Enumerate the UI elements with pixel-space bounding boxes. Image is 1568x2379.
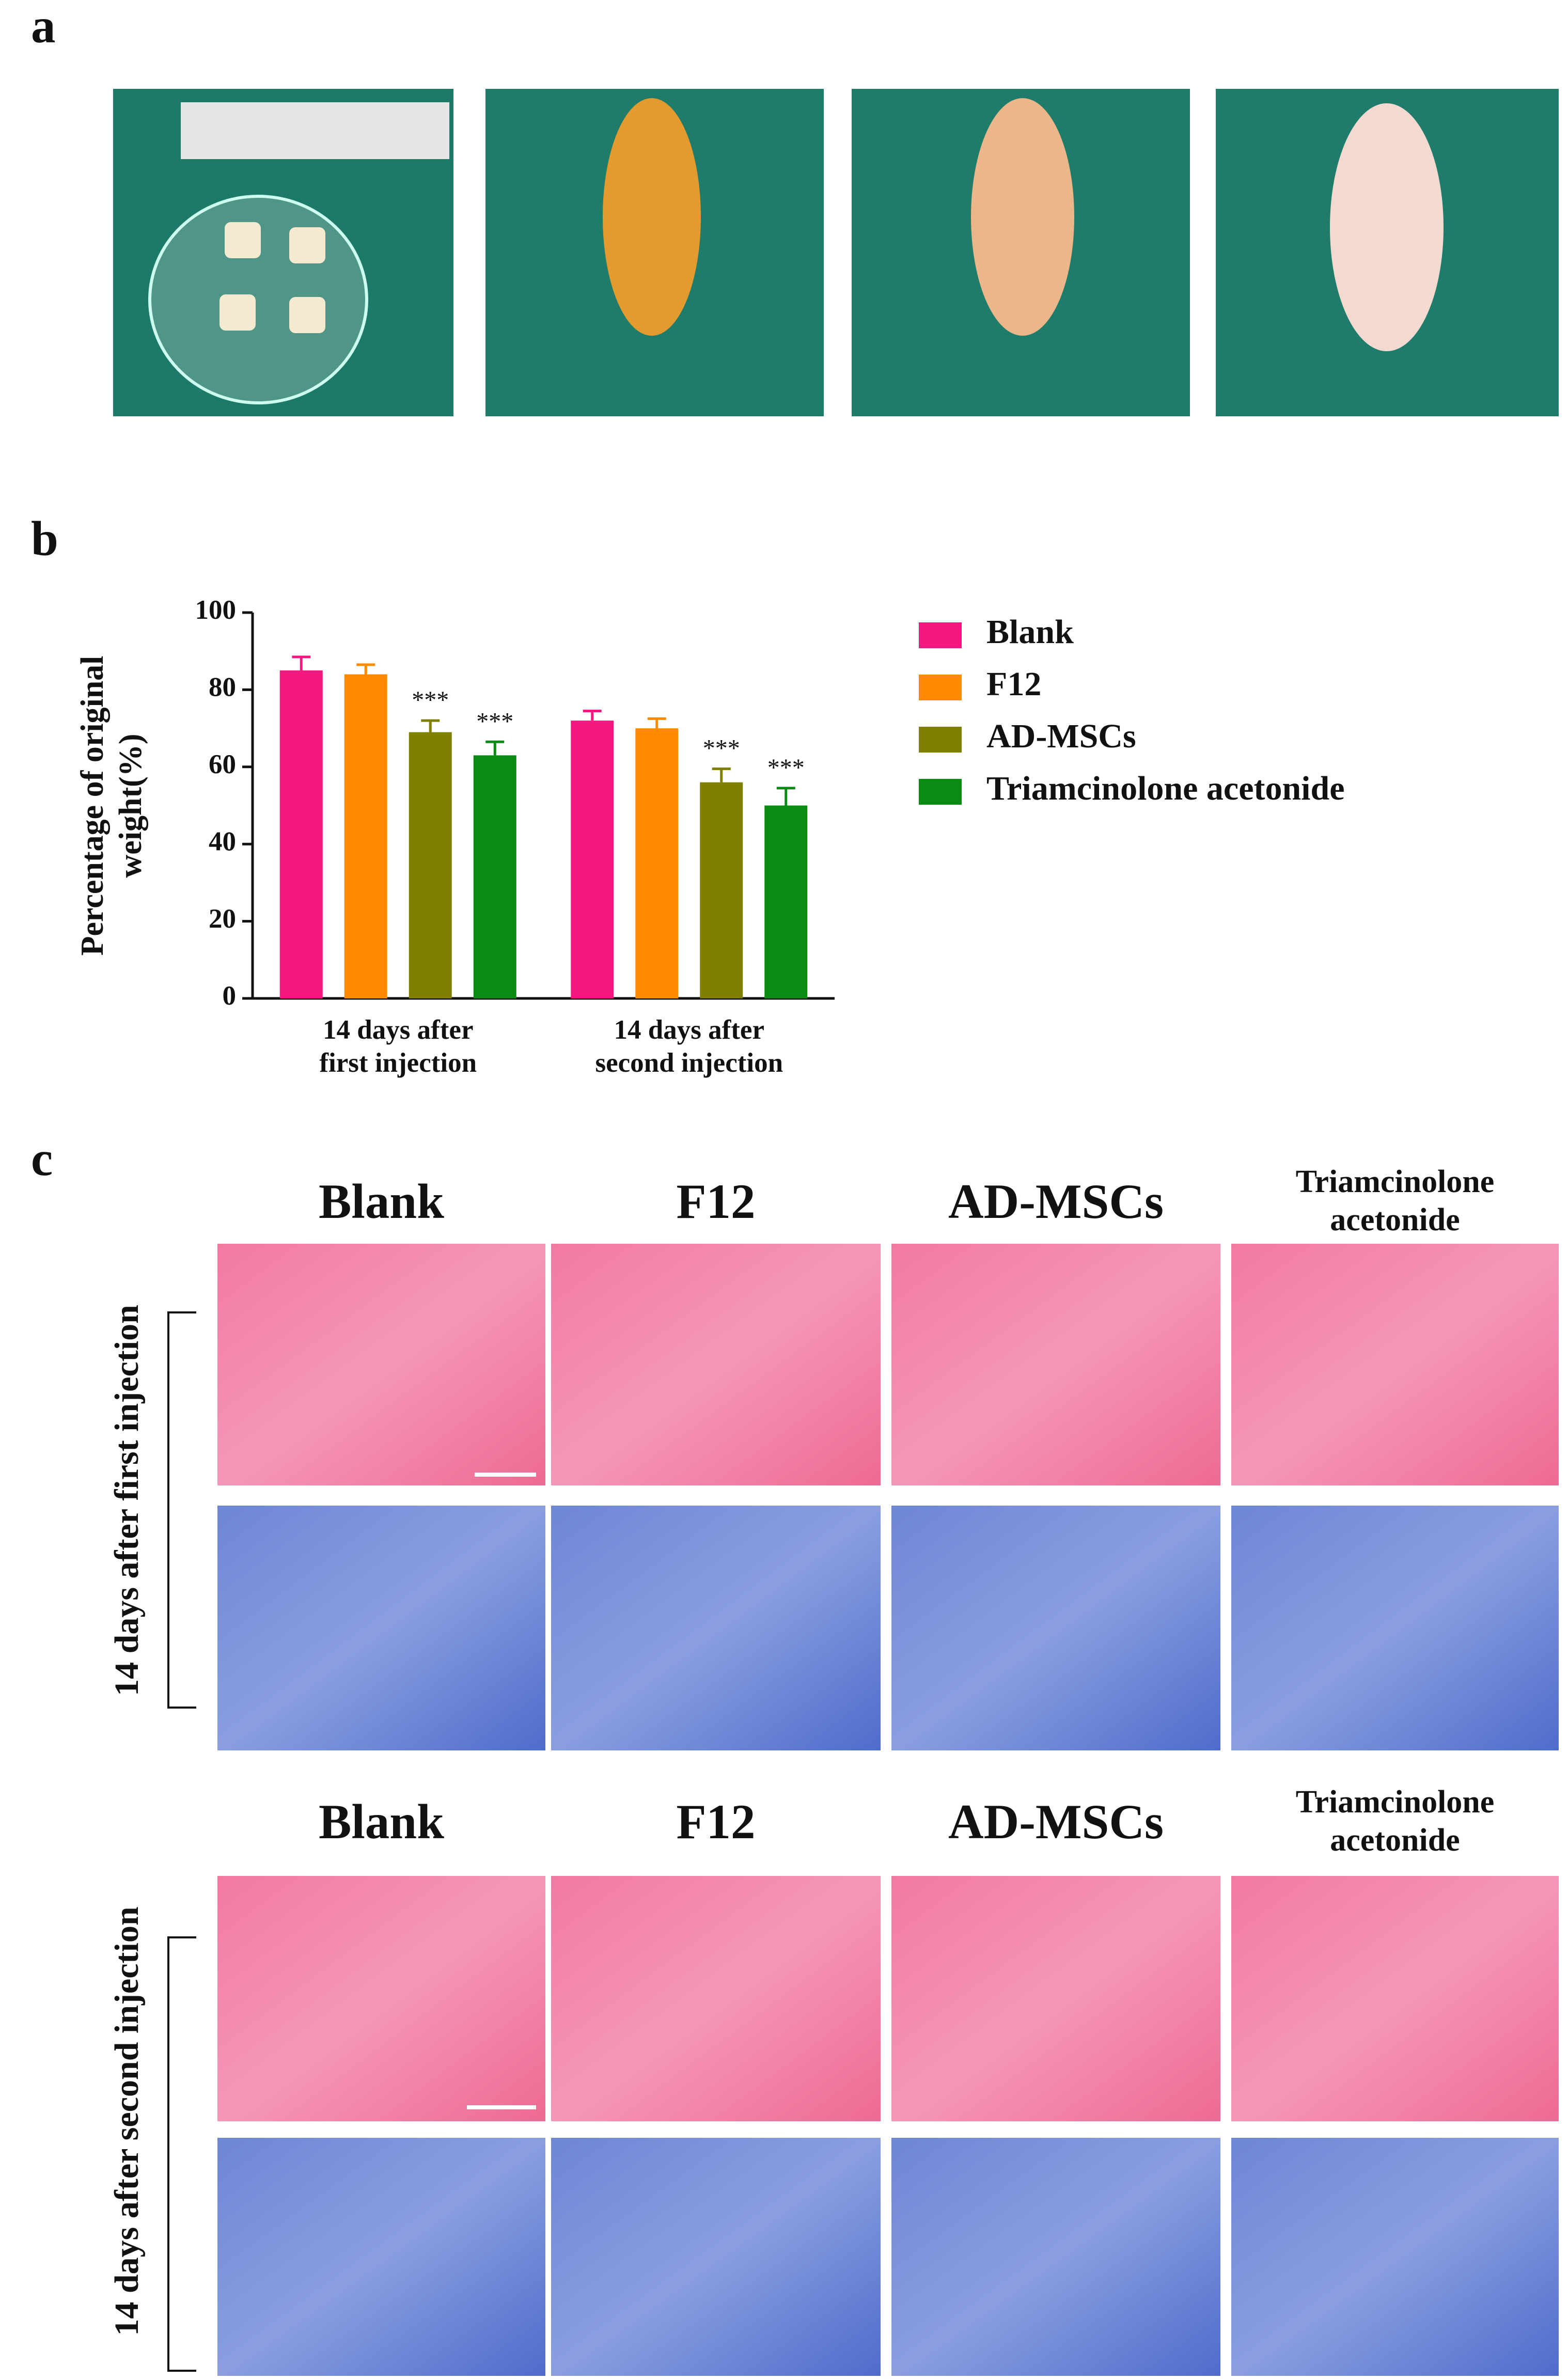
micrograph [217, 1506, 545, 1750]
tissue [219, 294, 256, 331]
panel-label: c [31, 1131, 53, 1186]
column-header: F12 [676, 1794, 755, 1849]
micrograph [891, 1244, 1220, 1485]
error-bar [421, 719, 440, 732]
legend-label: AD-MSCs [986, 717, 1136, 755]
y-axis-label: Percentage of original weight(%) [75, 656, 148, 956]
row-label: 14 days after first injection [108, 1305, 146, 1696]
micrograph [1231, 1506, 1559, 1750]
x-tick-label: 14 days after first injection [319, 1015, 477, 1078]
y-tick-label: 40 [209, 826, 236, 856]
micrograph [217, 1244, 545, 1485]
bracket [167, 1311, 196, 1709]
error-bar [647, 717, 666, 729]
column-header: Triamcinolone acetonide [1296, 1785, 1495, 1858]
micrograph [891, 1876, 1220, 2121]
bar [635, 728, 679, 998]
micrograph [1231, 1244, 1559, 1485]
bar [344, 674, 387, 998]
ruler [181, 102, 449, 159]
bar [764, 805, 808, 998]
y-tick-label: 80 [209, 672, 236, 702]
x-tick-label: 14 days after second injection [595, 1015, 783, 1078]
micrograph [891, 2138, 1220, 2376]
micrograph [551, 1244, 881, 1485]
bar [279, 670, 323, 998]
column-header: AD-MSCs [948, 1794, 1164, 1849]
y-tick-label: 0 [223, 981, 237, 1011]
significance-label: *** [476, 708, 513, 735]
legend-label: Triamcinolone acetonide [986, 770, 1345, 807]
error-bar [583, 709, 602, 721]
panel-label: b [31, 511, 58, 566]
micrograph [551, 1506, 881, 1750]
micrograph [217, 2138, 545, 2376]
micrograph [891, 1506, 1220, 1750]
tissue [225, 222, 261, 258]
micrograph [1231, 1876, 1559, 2121]
error-bar [356, 663, 375, 675]
row-label: 14 days after second injection [108, 1906, 146, 2336]
legend-swatch [919, 779, 962, 805]
bracket [167, 1936, 196, 2372]
legend-swatch [919, 727, 962, 753]
error-bar [292, 655, 311, 671]
bar [700, 782, 743, 998]
photos [113, 89, 1559, 416]
mouse [603, 98, 701, 336]
significance-label: *** [412, 686, 449, 714]
y-tick-label: 100 [195, 595, 237, 625]
legend-label: Blank [986, 613, 1074, 651]
bar [473, 755, 516, 998]
panel-label: a [31, 0, 56, 53]
micrograph [217, 1876, 545, 2121]
brackets [167, 1311, 196, 2372]
significance-label: *** [767, 754, 805, 781]
column-header: Blank [319, 1174, 444, 1229]
histology-images [217, 1244, 1559, 2376]
mouse [1330, 103, 1444, 351]
significance-label: *** [703, 735, 740, 762]
column-header: Blank [319, 1794, 444, 1849]
error-bar [485, 740, 505, 756]
error-bar [776, 787, 795, 806]
column-header: F12 [676, 1174, 755, 1229]
micrograph [551, 1876, 881, 2121]
y-tick-label: 20 [209, 904, 236, 934]
bar [409, 732, 452, 998]
legend-label: F12 [986, 665, 1041, 703]
legend-swatch [919, 622, 962, 648]
y-tick-label: 60 [209, 749, 236, 779]
bar [571, 721, 614, 998]
tissue [289, 227, 325, 263]
micrograph [1231, 2138, 1559, 2376]
legend-swatch [919, 675, 962, 700]
micrograph [551, 2138, 881, 2376]
error-bar [712, 768, 731, 782]
mouse [971, 98, 1074, 336]
tissue [289, 297, 325, 333]
column-header: Triamcinolone acetonide [1296, 1164, 1495, 1238]
column-header: AD-MSCs [948, 1174, 1164, 1229]
